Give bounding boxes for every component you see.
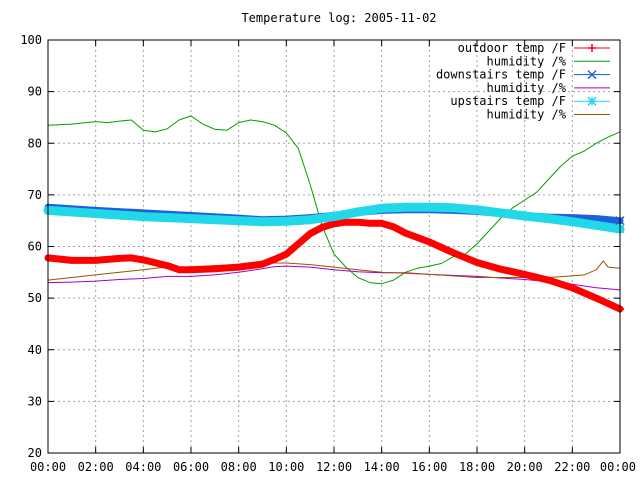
x-tick-label: 20:00 — [507, 460, 543, 474]
y-tick-label: 80 — [28, 136, 42, 150]
y-tick-label: 40 — [28, 343, 42, 357]
x-tick-label: 22:00 — [554, 460, 590, 474]
legend-marker-0 — [588, 44, 596, 52]
series-line-5 — [47, 260, 621, 281]
legend-label-4: upstairs temp /F — [450, 94, 566, 108]
x-tick-label: 08:00 — [221, 460, 257, 474]
legend-label-5: humidity /% — [487, 108, 567, 122]
series-line-0 — [44, 218, 624, 313]
legend-label-2: downstairs temp /F — [436, 68, 566, 82]
y-tick-label: 60 — [28, 240, 42, 254]
series-line-4 — [43, 202, 625, 234]
x-tick-label: 14:00 — [364, 460, 400, 474]
series-line-1 — [47, 115, 621, 285]
x-tick-label: 18:00 — [459, 460, 495, 474]
x-tick-label: 12:00 — [316, 460, 352, 474]
x-tick-label: 06:00 — [173, 460, 209, 474]
y-tick-label: 20 — [28, 446, 42, 460]
x-tick-label: 10:00 — [268, 460, 304, 474]
series-line-3 — [47, 265, 621, 291]
series-layer — [43, 115, 625, 313]
legend-marker-2 — [587, 70, 597, 80]
y-tick-label: 30 — [28, 394, 42, 408]
x-tick-label: 16:00 — [411, 460, 447, 474]
legend-label-3: humidity /% — [487, 81, 567, 95]
y-tick-label: 70 — [28, 188, 42, 202]
x-tick-label: 00:00 — [30, 460, 66, 474]
legend-label-0: outdoor temp /F — [458, 41, 566, 55]
axis-ticks: 20 30 40 50 60 70 80 90 100 00:00 02:00 04:00 06:00 0… — [20, 33, 636, 474]
x-tick-label: 00:00 — [600, 460, 636, 474]
y-tick-label: 100 — [20, 33, 42, 47]
y-tick-label: 90 — [28, 85, 42, 99]
legend-marker-4 — [587, 96, 597, 106]
legend-label-1: humidity /% — [487, 54, 567, 68]
grid — [48, 40, 620, 453]
y-tick-label: 50 — [28, 291, 42, 305]
chart-title: Temperature log: 2005-11-02 — [241, 11, 436, 25]
x-tick-label: 04:00 — [125, 460, 161, 474]
x-tick-label: 02:00 — [78, 460, 114, 474]
